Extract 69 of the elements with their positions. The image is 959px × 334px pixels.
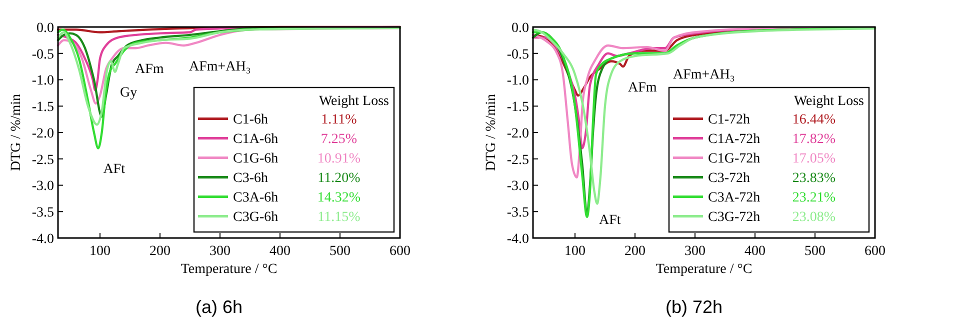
y-tick-label: -0.5 xyxy=(32,47,54,62)
text: (a) 6h xyxy=(195,297,243,317)
x-tick-label: 200 xyxy=(150,244,170,259)
legend-label: C3-6h xyxy=(233,171,268,186)
legend-label: C3G-6h xyxy=(233,210,278,226)
x-tick-label: 100 xyxy=(90,244,110,259)
annotation: AFm+AH₃ xyxy=(673,67,735,82)
legend-label: C1-72h xyxy=(708,112,750,128)
x-tick-label: 300 xyxy=(684,244,706,259)
y-axis-title: DTG / %/min xyxy=(484,94,499,171)
annotation: 7.25% xyxy=(320,132,358,148)
legend-label: C3-72h xyxy=(708,171,750,186)
y-tick-label: -2.0 xyxy=(32,126,54,142)
x-tick-label: 600 xyxy=(864,244,886,259)
y-tick-label: -1.5 xyxy=(506,100,529,116)
annotation: AFm xyxy=(628,80,657,96)
x-axis-title: Temperature / °C xyxy=(180,262,278,277)
legend-title: Weight Loss xyxy=(318,94,389,109)
legend-label: C3A-6h xyxy=(233,190,278,206)
annotation: 23.08% xyxy=(792,210,836,226)
x-tick-label: 500 xyxy=(804,244,826,259)
x-tick-label: 400 xyxy=(744,244,766,259)
y-axis-title: DTG / %/min xyxy=(9,94,24,171)
y-tick-label: -2.5 xyxy=(32,152,54,168)
x-tick-label: 100 xyxy=(564,244,586,259)
legend-label: C3G-72h xyxy=(708,210,760,226)
annotation: AFt xyxy=(103,162,126,178)
y-tick-label: -2.0 xyxy=(506,126,529,142)
annotation: AFt xyxy=(599,212,621,228)
x-tick-label: 600 xyxy=(390,244,410,259)
y-tick-label: 0.0 xyxy=(512,20,529,36)
legend-label: C1G-72h xyxy=(708,152,760,167)
x-tick-label: 500 xyxy=(330,244,350,259)
y-tick-label: -3.5 xyxy=(32,206,54,221)
x-axis-title: Temperature / °C xyxy=(656,262,752,277)
annotation: 17.05% xyxy=(792,152,836,167)
x-tick-label: 300 xyxy=(210,244,230,259)
annotation: 23.83% xyxy=(792,171,836,186)
y-tick-label: -1.5 xyxy=(32,100,54,116)
legend-title: Weight Loss xyxy=(794,94,864,109)
legend-label: C1-6h xyxy=(233,112,268,128)
annotation: 11.15% xyxy=(318,210,361,226)
annotation: Gy xyxy=(120,86,138,101)
y-tick-label: -3.0 xyxy=(32,179,54,194)
legend-label: C1G-6h xyxy=(233,152,278,167)
annotation: 16.44% xyxy=(792,112,836,128)
y-tick-label: -2.5 xyxy=(506,152,529,168)
annotation: 1.11% xyxy=(321,112,358,128)
y-tick-label: -3.5 xyxy=(506,206,529,221)
y-tick-label: -1.0 xyxy=(32,74,54,89)
y-tick-label: -3.0 xyxy=(506,179,529,194)
legend-label: C3A-72h xyxy=(708,190,760,206)
x-tick-label: 400 xyxy=(270,244,290,259)
annotation: AFm xyxy=(135,62,164,77)
y-tick-label: -0.5 xyxy=(506,47,529,62)
annotation: 23.21% xyxy=(792,190,836,206)
annotation: 14.32% xyxy=(317,190,361,206)
y-tick-label: -4.0 xyxy=(32,232,54,247)
legend-label: C1A-6h xyxy=(233,132,278,148)
x-tick-label: 200 xyxy=(624,244,646,259)
y-tick-label: -1.0 xyxy=(506,74,529,89)
annotation: AFm+AH₃ xyxy=(189,59,251,74)
annotation: 10.91% xyxy=(317,152,361,167)
annotation: 11.20% xyxy=(318,171,361,186)
y-tick-label: -4.0 xyxy=(506,232,529,247)
text: (b) 72h xyxy=(665,297,723,317)
legend-label: C1A-72h xyxy=(708,132,760,148)
annotation: 17.82% xyxy=(792,132,836,148)
y-tick-label: 0.0 xyxy=(36,20,54,36)
